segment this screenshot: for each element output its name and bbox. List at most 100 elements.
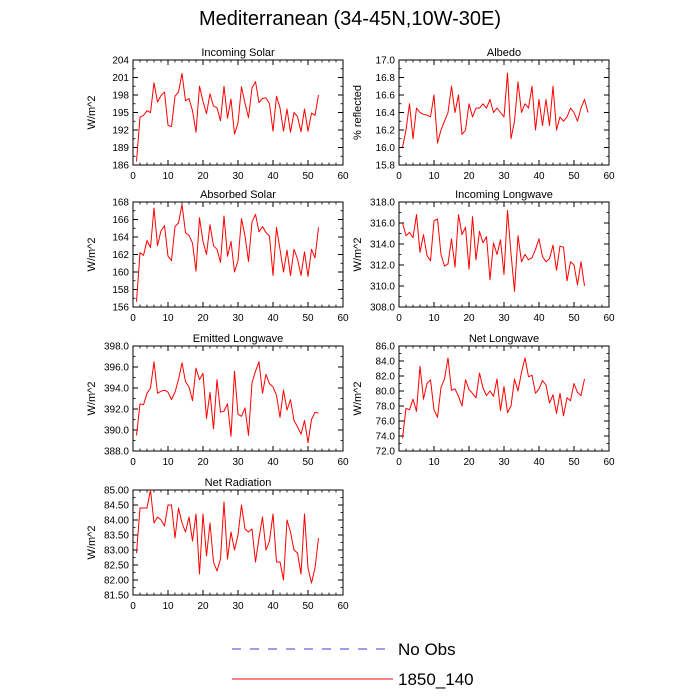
legend: No Obs 1850_140: [232, 640, 474, 689]
y-tick-label: 388.0: [104, 447, 129, 458]
x-tick-label: 30: [232, 313, 244, 324]
y-tick-label: 82.50: [104, 561, 129, 572]
y-tick-label: 394.0: [104, 384, 129, 395]
plot-frame: [132, 59, 344, 166]
y-tick-label: 160: [112, 268, 129, 279]
y-tick-label: 158: [112, 285, 129, 296]
y-tick-label: 392.0: [104, 405, 129, 416]
y-axis-label: W/m^2: [86, 526, 98, 560]
x-tick-label: 20: [197, 171, 209, 182]
x-tick-label: 10: [428, 171, 440, 182]
x-tick-label: 40: [533, 313, 545, 324]
y-tick-label: 86.0: [376, 342, 396, 353]
series-line-1850-140: [136, 361, 319, 444]
x-tick-label: 20: [197, 601, 209, 612]
plot-frame: [132, 201, 344, 308]
y-axis-label: W/m^2: [86, 382, 98, 416]
series-line-1850-140: [136, 204, 319, 302]
y-tick-label: 16.2: [376, 126, 396, 137]
plot-frame: [132, 345, 344, 452]
panel-title: Incoming Solar: [201, 47, 275, 59]
panels: Incoming Solar 0 10 20 30 40 50 60 186 189 192 195 1…: [86, 47, 615, 612]
y-tick-label: 310.0: [370, 282, 395, 293]
series-line-1850-140: [402, 72, 589, 148]
y-tick-label: 83.00: [104, 546, 129, 557]
x-tick-label: 20: [463, 171, 475, 182]
series-line-1850-140: [402, 357, 585, 439]
y-tick-label: 162: [112, 250, 129, 261]
panel-title: Absorbed Solar: [200, 189, 276, 201]
x-tick-label: 60: [337, 457, 349, 468]
series-line-1850-140: [136, 72, 319, 162]
x-tick-label: 10: [162, 171, 174, 182]
panel-title: Incoming Longwave: [455, 189, 553, 201]
y-tick-label: 164: [112, 233, 129, 244]
x-tick-label: 0: [130, 171, 136, 182]
y-tick-label: 84.50: [104, 501, 129, 512]
plot-frame: [132, 489, 344, 596]
x-tick-label: 10: [162, 601, 174, 612]
y-tick-label: 81.50: [104, 591, 129, 602]
y-tick-label: 74.0: [376, 432, 396, 443]
x-tick-label: 20: [197, 313, 209, 324]
x-tick-label: 40: [267, 313, 279, 324]
y-tick-label: 80.0: [376, 387, 396, 398]
panel-net-longwave: Net Longwave 0 10 20 30 40 50 60 72.0 74.0 76.0 78.…: [352, 333, 615, 468]
y-axis-label: % reflected: [352, 85, 364, 140]
x-tick-label: 20: [197, 457, 209, 468]
x-tick-label: 0: [130, 457, 136, 468]
x-tick-label: 50: [568, 457, 580, 468]
panel-incoming-solar: Incoming Solar 0 10 20 30 40 50 60 186 189 192 195 1…: [86, 47, 349, 182]
x-tick-label: 60: [603, 457, 615, 468]
x-tick-label: 50: [302, 313, 314, 324]
y-axis-label: W/m^2: [86, 96, 98, 130]
plot-frame: [398, 201, 610, 308]
y-tick-label: 82.0: [376, 372, 396, 383]
y-tick-label: 308.0: [370, 303, 395, 314]
x-tick-label: 0: [130, 601, 136, 612]
y-tick-label: 84.00: [104, 516, 129, 527]
x-tick-label: 0: [396, 171, 402, 182]
x-tick-label: 40: [267, 457, 279, 468]
x-tick-label: 30: [498, 171, 510, 182]
y-tick-label: 84.0: [376, 357, 396, 368]
y-tick-label: 16.8: [376, 73, 396, 84]
panel-title: Emitted Longwave: [193, 333, 284, 345]
y-tick-label: 168: [112, 198, 129, 209]
y-tick-label: 16.4: [376, 108, 396, 119]
x-tick-label: 60: [337, 601, 349, 612]
x-tick-label: 40: [533, 457, 545, 468]
y-tick-label: 78.0: [376, 402, 396, 413]
y-tick-label: 85.00: [104, 486, 129, 497]
x-tick-label: 40: [267, 601, 279, 612]
panel-net-radiation: Net Radiation 0 10 20 30 40 50 60 81.50 82.00 82.5…: [86, 477, 349, 612]
y-tick-label: 204: [112, 56, 129, 67]
y-tick-label: 195: [112, 108, 129, 119]
legend-label-no-obs: No Obs: [398, 640, 456, 659]
x-tick-label: 40: [533, 171, 545, 182]
y-tick-label: 398.0: [104, 342, 129, 353]
y-tick-label: 186: [112, 161, 129, 172]
y-tick-label: 390.0: [104, 426, 129, 437]
legend-label-1850-140: 1850_140: [398, 670, 474, 689]
y-tick-label: 16.0: [376, 143, 396, 154]
x-tick-label: 50: [302, 171, 314, 182]
x-tick-label: 50: [302, 457, 314, 468]
series-line-1850-140: [136, 489, 319, 584]
x-tick-label: 0: [130, 313, 136, 324]
y-tick-label: 314.0: [370, 240, 395, 251]
panel-title: Net Longwave: [469, 333, 539, 345]
y-tick-label: 15.8: [376, 161, 396, 172]
y-tick-label: 396.0: [104, 363, 129, 374]
x-tick-label: 20: [463, 457, 475, 468]
x-tick-label: 60: [603, 171, 615, 182]
y-tick-label: 16.6: [376, 91, 396, 102]
x-tick-label: 60: [337, 171, 349, 182]
x-tick-label: 30: [498, 457, 510, 468]
x-tick-label: 10: [428, 313, 440, 324]
y-tick-label: 316.0: [370, 219, 395, 230]
x-tick-label: 50: [302, 601, 314, 612]
panel-absorbed-solar: Absorbed Solar 0 10 20 30 40 50 60 156 158 160 162 1…: [86, 189, 349, 324]
x-tick-label: 10: [162, 313, 174, 324]
series-line-1850-140: [402, 209, 585, 292]
